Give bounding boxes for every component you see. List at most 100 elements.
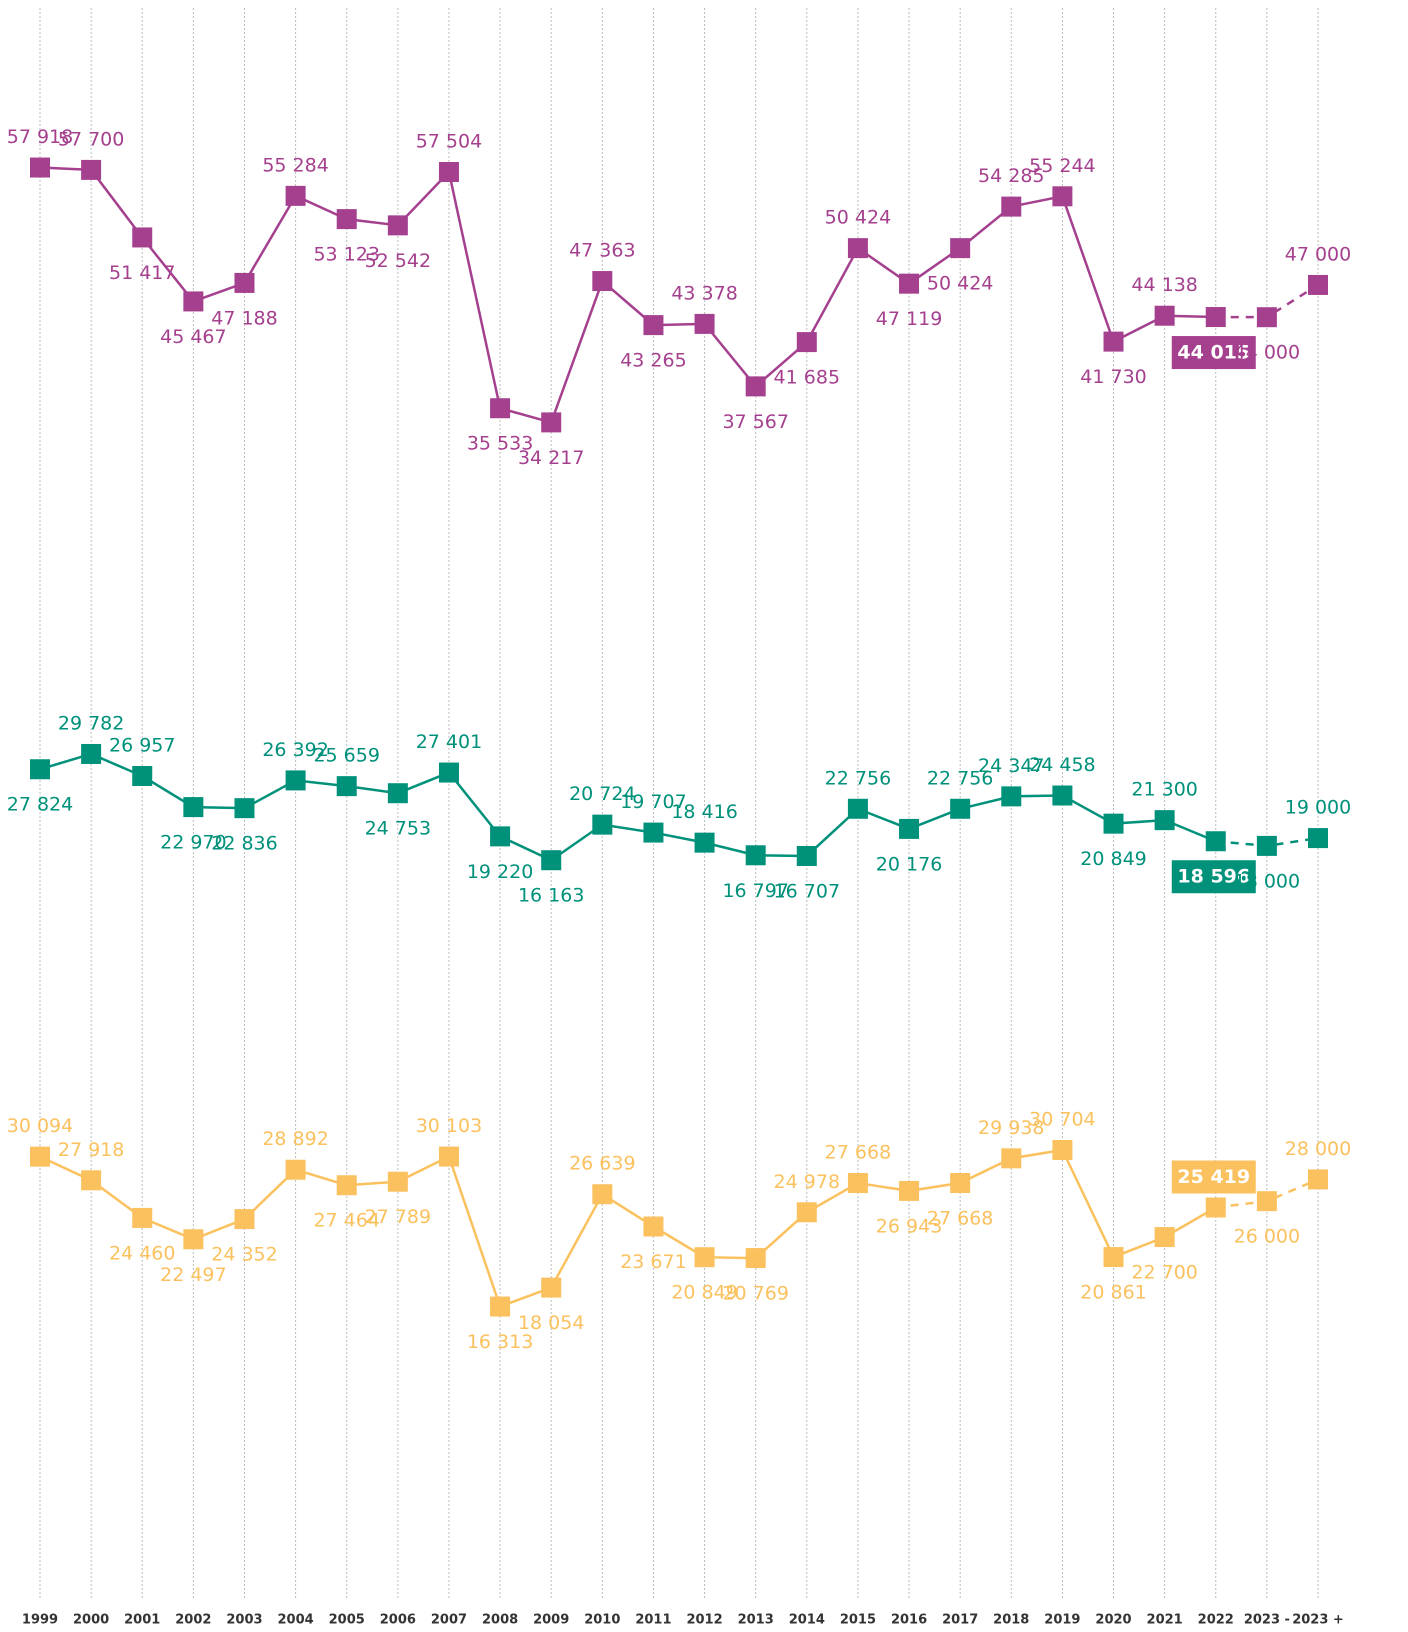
marker [285, 1159, 306, 1180]
value-label: 53 123 [313, 244, 379, 266]
marker [694, 1247, 715, 1268]
marker [1256, 307, 1277, 328]
x-tick-label: 2005 [329, 1613, 365, 1628]
marker [183, 797, 204, 818]
marker [438, 762, 459, 783]
marker [796, 1202, 817, 1223]
marker [1001, 1148, 1022, 1169]
marker [132, 227, 153, 248]
value-label: 22 700 [1131, 1262, 1197, 1284]
value-label: 47 000 [1285, 243, 1351, 265]
x-tick-label: 2004 [278, 1613, 314, 1628]
marker [285, 185, 306, 206]
marker [1205, 307, 1226, 328]
marker [81, 743, 102, 764]
value-label: 41 730 [1080, 366, 1146, 388]
value-label: 18 000 [1234, 870, 1300, 892]
value-label: 18 596 [1177, 866, 1250, 888]
value-label: 23 671 [620, 1251, 686, 1273]
marker [132, 1207, 153, 1228]
value-label: 26 957 [109, 735, 175, 757]
value-label: 22 497 [160, 1264, 226, 1286]
marker [336, 209, 357, 230]
marker [81, 1170, 102, 1191]
x-tick-label: 2022 [1198, 1613, 1234, 1628]
marker [541, 850, 562, 871]
value-label: 43 265 [620, 350, 686, 372]
value-label: 22 756 [825, 767, 891, 789]
marker [1103, 331, 1124, 352]
highlight-box [1171, 860, 1256, 894]
marker [745, 376, 766, 397]
marker [1154, 1227, 1175, 1248]
marker [438, 1146, 459, 1167]
marker [1052, 186, 1073, 207]
value-label: 20 769 [722, 1283, 788, 1305]
x-tick-label: 2021 [1147, 1613, 1183, 1628]
value-label: 20 849 [1080, 848, 1146, 870]
marker [81, 159, 102, 180]
value-label: 19 220 [467, 861, 533, 883]
value-label: 30 103 [416, 1115, 482, 1137]
marker [490, 826, 511, 847]
marker [183, 1229, 204, 1250]
value-label: 45 467 [160, 326, 226, 348]
marker [847, 238, 868, 259]
value-label: 27 824 [7, 794, 73, 816]
value-label: 37 567 [722, 411, 788, 433]
marker [745, 1248, 766, 1269]
x-tick-label: 2002 [175, 1613, 211, 1628]
value-label: 47 188 [211, 307, 277, 329]
marker [899, 273, 920, 294]
marker [694, 832, 715, 853]
x-tick-label: 2011 [635, 1613, 671, 1628]
marker [592, 271, 613, 292]
x-tick-label: 2015 [840, 1613, 876, 1628]
value-label: 44 138 [1131, 274, 1197, 296]
x-tick-label: 2023 - [1244, 1613, 1290, 1628]
marker [694, 313, 715, 334]
value-label: 18 416 [671, 801, 737, 823]
x-tick-label: 2014 [789, 1613, 825, 1628]
value-label: 25 419 [1177, 1166, 1250, 1188]
marker [541, 412, 562, 433]
marker [1256, 835, 1277, 856]
value-label: 18 054 [518, 1312, 584, 1334]
marker [387, 783, 408, 804]
marker [30, 157, 50, 178]
marker [1001, 786, 1022, 807]
marker [745, 845, 766, 866]
marker [336, 1175, 357, 1196]
value-label: 35 533 [467, 433, 533, 455]
x-tick-label: 2008 [482, 1613, 518, 1628]
value-label: 26 392 [262, 739, 328, 761]
value-label: 27 464 [313, 1210, 379, 1232]
x-tick-label: 2018 [993, 1613, 1029, 1628]
marker [950, 798, 971, 819]
value-label: 44 015 [1177, 342, 1250, 364]
marker [1154, 810, 1175, 831]
value-label: 55 284 [262, 154, 328, 176]
marker [1308, 274, 1328, 295]
marker [1103, 813, 1124, 834]
value-label: 50 424 [927, 273, 993, 295]
value-label: 26 639 [569, 1153, 635, 1175]
marker [1103, 1247, 1124, 1268]
value-label: 44 000 [1234, 342, 1300, 364]
value-label: 57 504 [416, 131, 482, 153]
x-tick-label: 2009 [533, 1613, 569, 1628]
marker [438, 162, 459, 182]
value-label: 57 700 [58, 128, 124, 150]
marker [847, 1173, 868, 1194]
value-label: 57 918 [7, 126, 73, 148]
value-label: 16 163 [518, 885, 584, 907]
x-tick-label: 2013 [738, 1613, 774, 1628]
x-tick-label: 2020 [1095, 1613, 1131, 1628]
marker [1052, 785, 1073, 806]
highlight-box [1171, 1160, 1256, 1194]
value-label: 55 244 [1029, 155, 1095, 177]
marker [796, 332, 817, 353]
x-tick-label: 1999 [22, 1613, 58, 1628]
x-tick-label: 2010 [584, 1613, 620, 1628]
